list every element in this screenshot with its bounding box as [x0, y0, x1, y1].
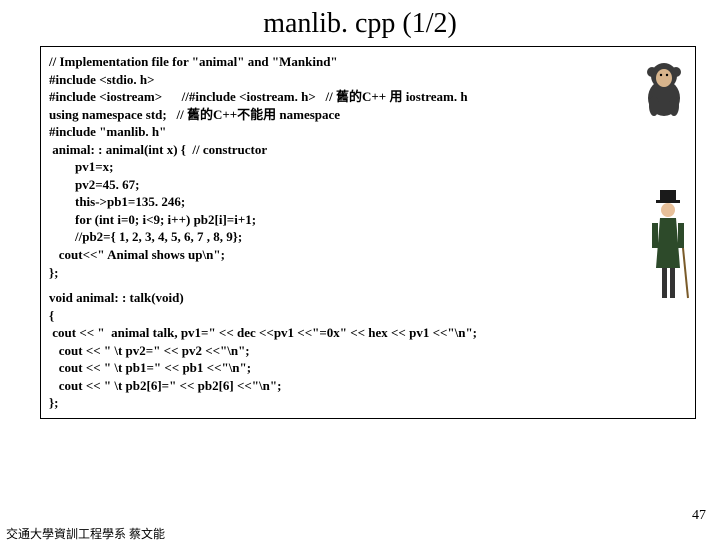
- page-title: manlib. cpp (1/2): [0, 8, 720, 40]
- code-block-2: void animal: : talk(void){ cout << " ani…: [49, 289, 687, 412]
- code-line: // Implementation file for "animal" and …: [49, 53, 687, 71]
- code-line: cout << " \t pv2=" << pv2 <<"\n";: [49, 342, 687, 360]
- code-box: // Implementation file for "animal" and …: [40, 46, 696, 419]
- code-line: };: [49, 264, 687, 282]
- victorian-person-image: [642, 188, 694, 308]
- footer-text: 交通大學資訓工程學系 蔡文能: [6, 525, 165, 542]
- code-line: for (int i=0; i<9; i++) pb2[i]=i+1;: [49, 211, 687, 229]
- code-line: animal: : animal(int x) { // constructor: [49, 141, 687, 159]
- code-line: cout << " \t pb1=" << pb1 <<"\n";: [49, 359, 687, 377]
- page-number: 47: [692, 508, 706, 524]
- code-line: pv1=x;: [49, 158, 687, 176]
- code-line: void animal: : talk(void): [49, 289, 687, 307]
- code-line: cout << " animal talk, pv1=" << dec <<pv…: [49, 324, 687, 342]
- code-line: #include <stdio. h>: [49, 71, 687, 89]
- block-separator: [49, 281, 687, 289]
- code-line: cout << " \t pb2[6]=" << pb2[6] <<"\n";: [49, 377, 687, 395]
- code-line: {: [49, 307, 687, 325]
- code-line: pv2=45. 67;: [49, 176, 687, 194]
- code-line: #include "manlib. h": [49, 123, 687, 141]
- code-line: };: [49, 394, 687, 412]
- code-line: using namespace std; // 舊的C++不能用 namespa…: [49, 106, 687, 124]
- code-line: cout<<" Animal shows up\n";: [49, 246, 687, 264]
- monkey-image: [638, 58, 690, 120]
- code-block-1: // Implementation file for "animal" and …: [49, 53, 687, 281]
- code-line: #include <iostream> //#include <iostream…: [49, 88, 687, 106]
- code-line: //pb2={ 1, 2, 3, 4, 5, 6, 7 , 8, 9};: [49, 228, 687, 246]
- code-line: this->pb1=135. 246;: [49, 193, 687, 211]
